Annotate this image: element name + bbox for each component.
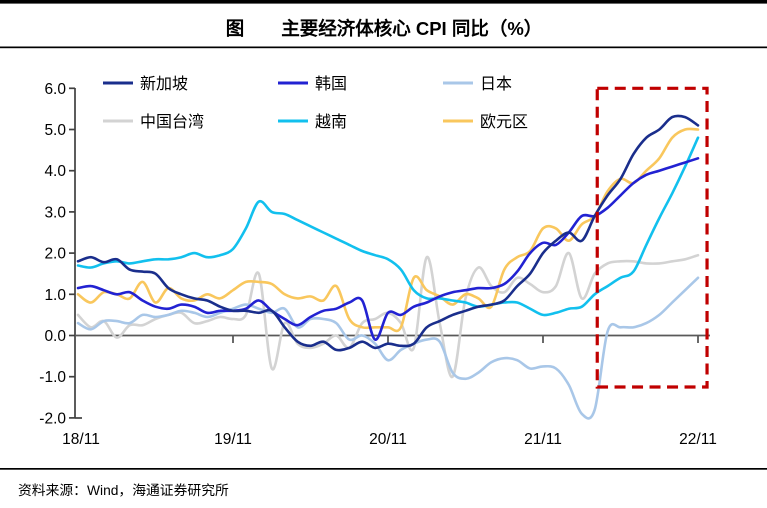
highlight-box xyxy=(595,86,709,389)
axes xyxy=(69,87,710,419)
y-tick-label: 4.0 xyxy=(44,163,66,180)
legend-item-欧元区: 欧元区 xyxy=(443,113,528,131)
bottom-divider xyxy=(0,468,767,470)
y-tick-label: 2.0 xyxy=(44,246,66,263)
legend-item-日本: 日本 xyxy=(443,75,512,93)
x-tick-label: 20/11 xyxy=(369,431,407,448)
source-note: 资料来源：Wind，海通证券研究所 xyxy=(18,483,229,498)
series-line-越南 xyxy=(76,136,700,317)
y-tick-label: 0.0 xyxy=(44,328,66,345)
y-tick-label: -2.0 xyxy=(39,410,66,427)
x-tick-label: 22/11 xyxy=(679,431,717,448)
legend-label: 韩国 xyxy=(315,75,347,93)
series-line-新加坡 xyxy=(76,114,700,352)
x-tick-label: 19/11 xyxy=(214,431,252,448)
legend-item-越南: 越南 xyxy=(278,113,347,131)
y-tick-label: 5.0 xyxy=(44,122,66,139)
y-tick-label: 1.0 xyxy=(44,287,66,304)
y-tick-label: -1.0 xyxy=(39,369,66,386)
series-line-日本 xyxy=(76,276,700,420)
y-axis-labels: 6.0 5.0 4.0 3.0 2.0 1.0 0.0 -1.0 -2.0 xyxy=(39,81,66,428)
x-tick-label: 21/11 xyxy=(524,431,562,448)
legend-label: 欧元区 xyxy=(480,113,528,131)
y-tick-label: 6.0 xyxy=(44,81,66,98)
x-axis-labels: 18/11 19/11 20/11 21/11 22/11 xyxy=(62,431,717,448)
highlight-box-layer xyxy=(595,86,709,389)
top-rule xyxy=(0,0,767,4)
legend-label: 日本 xyxy=(480,75,512,93)
legend-item-新加坡: 新加坡 xyxy=(103,75,188,93)
y-tick-label: 3.0 xyxy=(44,204,66,221)
title-divider xyxy=(0,46,767,49)
legend-item-中国台湾: 中国台湾 xyxy=(103,113,204,131)
legend-label: 越南 xyxy=(315,113,347,131)
legend-label: 中国台湾 xyxy=(140,113,204,131)
series-line-欧元区 xyxy=(76,127,700,333)
series-line-韩国 xyxy=(76,157,700,341)
page-title: 图 主要经济体核心 CPI 同比（%） xyxy=(226,18,543,39)
x-tick-label: 18/11 xyxy=(62,431,100,448)
legend-label: 新加坡 xyxy=(140,75,188,93)
series-lines xyxy=(76,114,700,420)
legend-item-韩国: 韩国 xyxy=(278,75,347,93)
